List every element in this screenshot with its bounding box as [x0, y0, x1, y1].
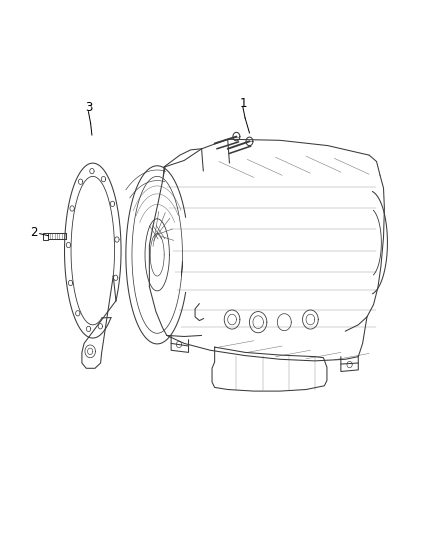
Text: 1: 1: [239, 96, 247, 110]
Text: 2: 2: [30, 225, 38, 239]
Text: 3: 3: [85, 101, 92, 114]
Bar: [43, 232, 48, 240]
